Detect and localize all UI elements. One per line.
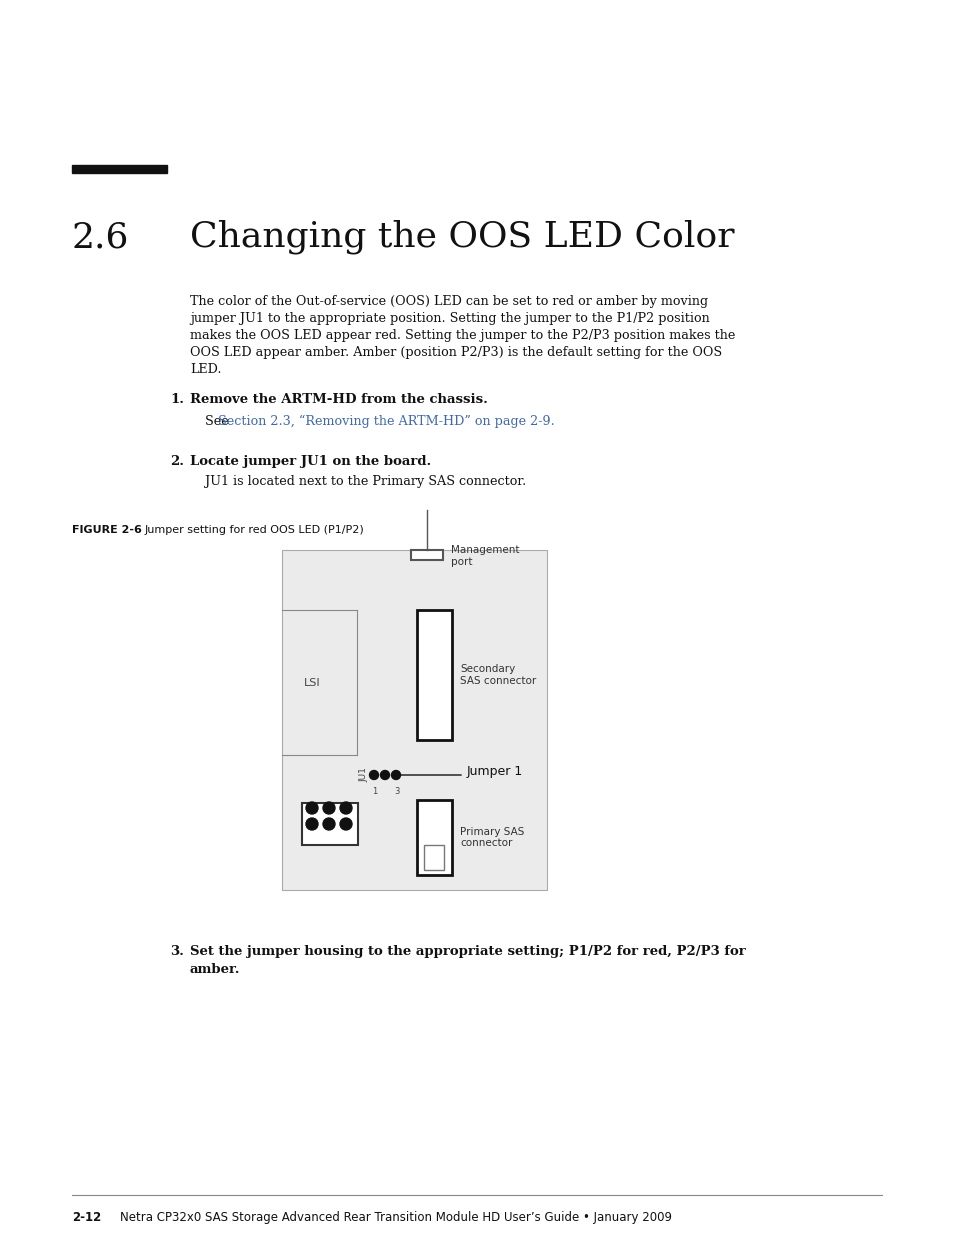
Circle shape: [339, 818, 352, 830]
Text: LSI: LSI: [304, 678, 320, 688]
Text: Jumper 1: Jumper 1: [467, 764, 522, 778]
Text: 2.: 2.: [170, 454, 184, 468]
Text: The color of the Out-of-service (OOS) LED can be set to red or amber by moving: The color of the Out-of-service (OOS) LE…: [190, 295, 707, 308]
Text: Section 2.3, “Removing the ARTM-HD” on page 2-9.: Section 2.3, “Removing the ARTM-HD” on p…: [218, 415, 554, 429]
Text: Jumper setting for red OOS LED (P1/P2): Jumper setting for red OOS LED (P1/P2): [145, 525, 364, 535]
Text: FIGURE 2-6: FIGURE 2-6: [71, 525, 142, 535]
Text: Primary SAS
connector: Primary SAS connector: [459, 826, 524, 848]
Bar: [416, 800, 452, 876]
Text: Secondary
SAS connector: Secondary SAS connector: [459, 664, 536, 685]
Text: Changing the OOS LED Color: Changing the OOS LED Color: [190, 220, 734, 254]
Text: 2.6: 2.6: [71, 220, 130, 254]
Bar: [411, 550, 442, 559]
Bar: [282, 550, 546, 890]
Text: LED.: LED.: [190, 363, 221, 375]
Text: Locate jumper JU1 on the board.: Locate jumper JU1 on the board.: [190, 454, 431, 468]
Text: jumper JU1 to the appropriate position. Setting the jumper to the P1/P2 position: jumper JU1 to the appropriate position. …: [190, 312, 709, 325]
Circle shape: [323, 802, 335, 814]
Text: Set the jumper housing to the appropriate setting; P1/P2 for red, P2/P3 for: Set the jumper housing to the appropriat…: [190, 945, 745, 958]
Text: amber.: amber.: [190, 963, 240, 976]
Circle shape: [391, 771, 400, 779]
Bar: [424, 845, 444, 869]
Text: makes the OOS LED appear red. Setting the jumper to the P2/P3 position makes the: makes the OOS LED appear red. Setting th…: [190, 329, 735, 342]
Text: 1.: 1.: [170, 393, 184, 406]
Bar: [302, 803, 357, 845]
Text: Management
port: Management port: [451, 545, 519, 567]
Bar: [71, 165, 167, 173]
Text: 3: 3: [394, 787, 399, 797]
Circle shape: [306, 818, 317, 830]
Text: Remove the ARTM-HD from the chassis.: Remove the ARTM-HD from the chassis.: [190, 393, 487, 406]
Text: 3.: 3.: [170, 945, 184, 958]
Bar: [416, 610, 452, 740]
Text: Netra CP32x0 SAS Storage Advanced Rear Transition Module HD User’s Guide • Janua: Netra CP32x0 SAS Storage Advanced Rear T…: [120, 1212, 671, 1224]
Circle shape: [339, 802, 352, 814]
Text: JU1: JU1: [358, 768, 368, 783]
Text: JU1 is located next to the Primary SAS connector.: JU1 is located next to the Primary SAS c…: [205, 475, 526, 488]
Text: OOS LED appear amber. Amber (position P2/P3) is the default setting for the OOS: OOS LED appear amber. Amber (position P2…: [190, 346, 721, 359]
Text: 1: 1: [372, 787, 376, 797]
Circle shape: [323, 818, 335, 830]
Circle shape: [380, 771, 389, 779]
Circle shape: [306, 802, 317, 814]
Text: See: See: [205, 415, 233, 429]
Circle shape: [369, 771, 378, 779]
Text: 2-12: 2-12: [71, 1212, 101, 1224]
